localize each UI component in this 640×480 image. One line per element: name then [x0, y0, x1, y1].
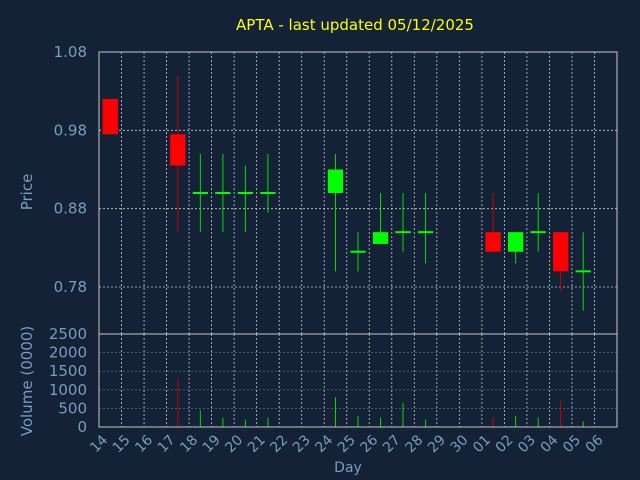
candle-body [507, 232, 524, 252]
volume-bars [177, 378, 584, 427]
volume-panel-frame [98, 333, 618, 428]
volume-tick-label: 500 [58, 399, 87, 417]
candle-body [350, 250, 366, 253]
volume-tick-label: 2000 [49, 344, 87, 362]
x-axis-label: Day [334, 460, 362, 476]
chart-title: APTA - last updated 05/12/2025 [236, 16, 474, 34]
price-tick-label: 0.88 [54, 200, 87, 218]
price-tick-label: 0.98 [54, 121, 87, 139]
price-axis-label: Price [18, 174, 36, 211]
candle-body [530, 231, 546, 234]
volume-tick-label: 1500 [49, 362, 87, 380]
price-tick-label: 1.08 [54, 43, 87, 61]
candle-body [237, 192, 254, 194]
volume-tick-label: 1000 [49, 381, 87, 399]
candles [102, 75, 591, 311]
candle-body [215, 192, 231, 194]
candle-body [395, 231, 411, 234]
candle-body [102, 99, 118, 135]
candle-body [170, 134, 186, 166]
candle-body [553, 232, 569, 272]
candle-body [327, 169, 344, 193]
candle-body [575, 270, 591, 273]
volume-tick-label: 0 [77, 418, 87, 436]
candle-body [372, 232, 389, 244]
candle-body [192, 192, 209, 194]
price-tick-label: 0.78 [54, 278, 87, 296]
volume-axis-label: Volume (0000) [18, 326, 36, 436]
candle-body [485, 232, 501, 252]
candle-body [417, 231, 434, 234]
grid [99, 51, 617, 427]
candle-body [260, 192, 276, 194]
volume-tick-label: 2500 [49, 325, 87, 343]
